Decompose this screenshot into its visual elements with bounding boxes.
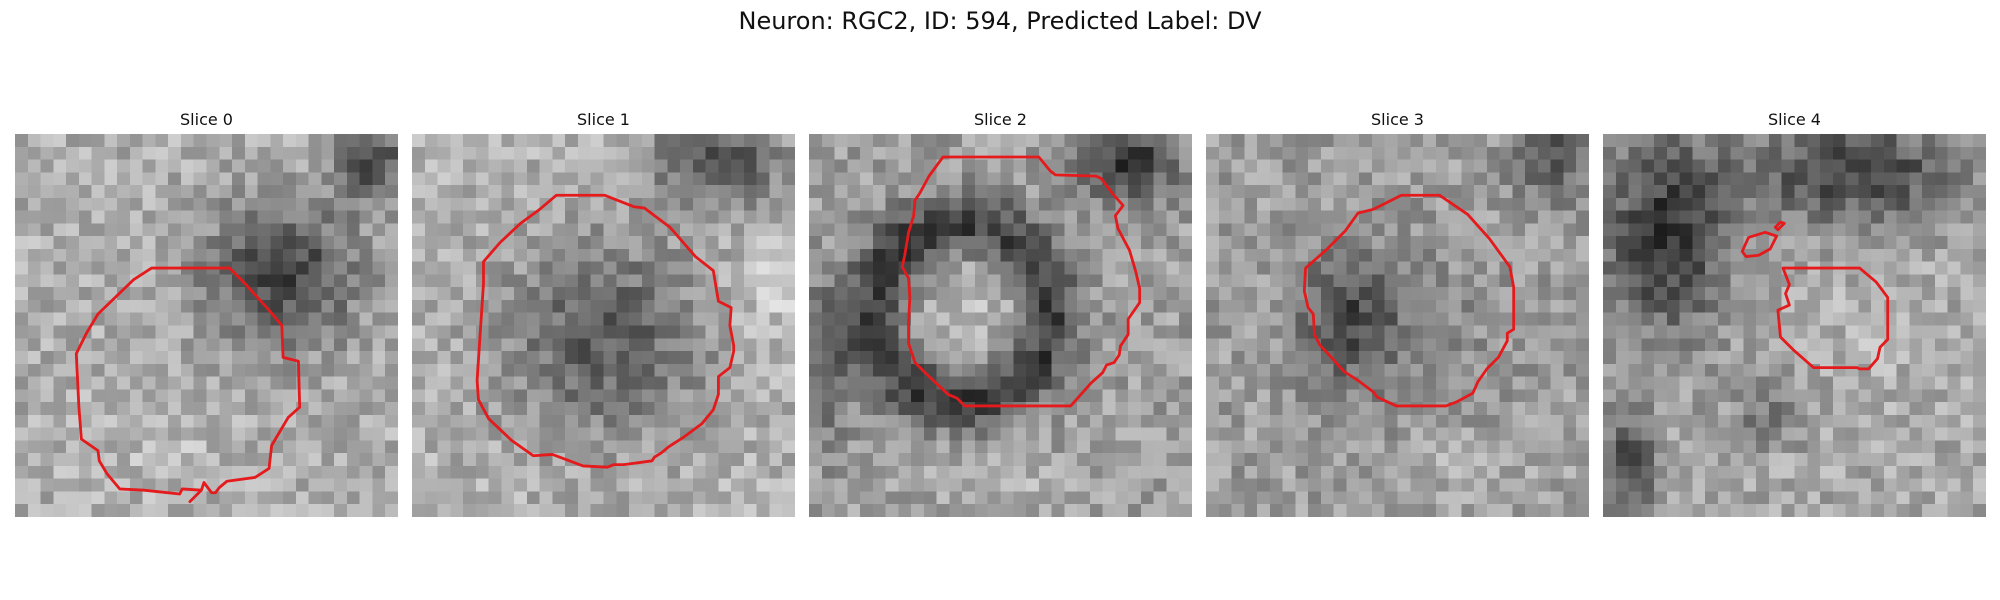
segmentation-contour (1302, 193, 1516, 408)
slice-panel-2: Slice 2 (809, 107, 1192, 519)
slice-panel-3: Slice 3 (1206, 107, 1589, 519)
slice-image (412, 134, 795, 517)
slice-title: Slice 0 (180, 110, 233, 129)
segmentation-contour (475, 193, 736, 469)
slice-title: Slice 2 (974, 110, 1027, 129)
segmentation-contour (1776, 266, 1890, 371)
slice-image (1206, 134, 1589, 517)
slice-title: Slice 3 (1371, 110, 1424, 129)
figure-title: Neuron: RGC2, ID: 594, Predicted Label: … (738, 7, 1262, 35)
slice-image (809, 134, 1192, 517)
segmentation-contour (1773, 220, 1786, 232)
slice-panel-1: Slice 1 (412, 107, 795, 519)
segmentation-contour (900, 155, 1142, 408)
segmentation-contour (1740, 230, 1779, 258)
segmentation-contour (74, 266, 302, 504)
slice-title: Slice 4 (1768, 110, 1821, 129)
slice-image (15, 134, 398, 517)
slice-panel-0: Slice 0 (15, 107, 398, 519)
slice-panel-4: Slice 4 (1603, 107, 1986, 519)
slice-image (1603, 134, 1986, 517)
slice-title: Slice 1 (577, 110, 630, 129)
